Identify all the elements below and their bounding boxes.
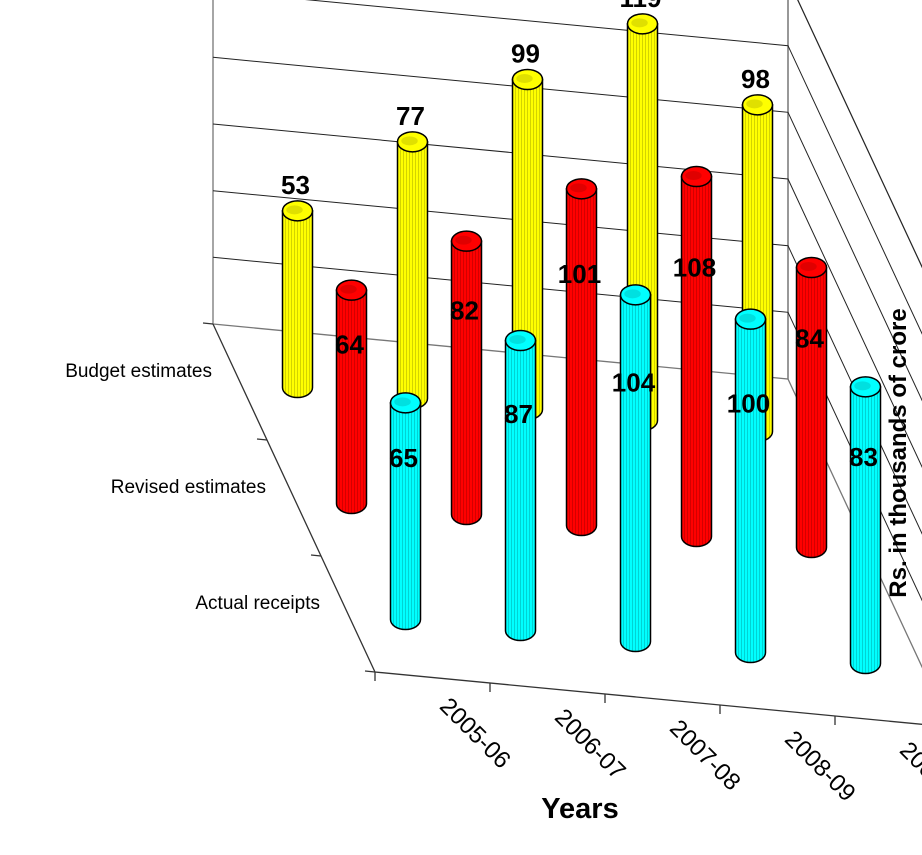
data-label: 83 (849, 442, 878, 472)
bar-top (389, 392, 422, 414)
gridline (212, 56, 922, 402)
bar-top-shading (854, 381, 871, 391)
bar-top-shading (800, 262, 817, 271)
data-label: 108 (673, 253, 716, 283)
data-label: 87 (504, 399, 533, 429)
bar-top-shading (340, 284, 357, 294)
bar-body (795, 266, 828, 559)
bar-body (335, 289, 368, 515)
data-label: 100 (727, 389, 770, 419)
y-axis-title: Rs. in thousands of crore (885, 308, 912, 597)
data-labels: 53 77 99 119 98 64 82 101 108 84 65 87 104 100 83 (281, 0, 878, 473)
bar-top (734, 308, 767, 330)
bar-top (281, 200, 314, 222)
bar (396, 131, 429, 410)
data-label: 119 (620, 0, 662, 13)
data-label: 64 (335, 330, 364, 360)
bar-body (734, 318, 767, 664)
bar-top-shading (394, 397, 411, 407)
bar-top-shading (286, 205, 303, 215)
series-tick-mark (202, 322, 214, 325)
bar-top-shading (570, 183, 587, 193)
bar-top-shading (746, 99, 763, 109)
series-actual-receipts (389, 284, 882, 675)
bar-top (741, 94, 774, 116)
series-revised-estimates (335, 165, 828, 559)
bar (335, 279, 368, 515)
data-label: 98 (741, 64, 770, 94)
bar-body (565, 188, 598, 537)
bar-body (450, 240, 483, 526)
category-label: 2008-09 (779, 726, 860, 807)
category-label: 2009-10 (894, 737, 922, 818)
bar (450, 230, 483, 526)
x-axis-title: Years (541, 793, 618, 825)
bar-body (504, 339, 537, 642)
category-label: 2005-06 (434, 693, 515, 774)
bar-top (335, 279, 368, 301)
bar-top (849, 376, 882, 398)
bar-body (389, 402, 422, 631)
bar-top (396, 131, 429, 153)
data-label: 77 (396, 101, 425, 131)
bar-top (680, 165, 713, 188)
bar-top-shading (624, 289, 641, 299)
chart-floor (202, 322, 922, 725)
bar-top (504, 329, 537, 352)
series-label: Budget estimates (65, 361, 212, 382)
x-axis-tick-labels: 2005-06 2006-07 2007-08 2008-09 2009-10 (434, 693, 922, 818)
data-label: 84 (795, 324, 824, 354)
bar-top-shading (739, 313, 756, 323)
bar (281, 200, 314, 399)
data-label: 101 (558, 259, 601, 289)
bar-top-shading (509, 335, 526, 344)
data-label: 65 (389, 443, 418, 473)
bar-top (626, 13, 659, 35)
bar-body (849, 386, 882, 675)
bars: 53 77 99 119 98 64 82 101 108 84 65 87 104 100 83 (281, 0, 882, 675)
bar (504, 329, 537, 642)
series-labels: Budget estimates Revised estimates Actual … (65, 361, 320, 614)
data-label: 99 (511, 39, 540, 69)
bar-top (450, 230, 483, 252)
gridline (797, 0, 922, 269)
bar (680, 165, 713, 548)
bar-top-shading (455, 235, 472, 245)
bar-top-shading (685, 171, 702, 180)
data-label: 82 (450, 296, 479, 326)
category-label: 2006-07 (549, 704, 630, 785)
bar-top-shading (516, 74, 533, 83)
bar-body (619, 294, 652, 653)
bar-top-shading (401, 136, 418, 146)
bar-top (795, 256, 828, 279)
data-label: 53 (281, 170, 310, 200)
bar (619, 284, 652, 653)
bar-top (565, 178, 598, 200)
data-label: 104 (612, 368, 656, 398)
series-label: Revised estimates (111, 477, 266, 498)
series-tick-mark (310, 554, 322, 557)
category-label: 2007-08 (664, 715, 745, 796)
bar (849, 376, 882, 675)
bar-top (511, 68, 544, 91)
series-tick-mark (364, 670, 376, 673)
bar (565, 178, 598, 537)
bar-body (680, 175, 713, 548)
bar (734, 308, 767, 664)
bar-top (619, 284, 652, 306)
gridline (304, 0, 922, 335)
series-tick-mark (256, 438, 268, 441)
bar (795, 256, 828, 559)
series-label: Actual receipts (195, 593, 320, 614)
bar (389, 392, 422, 631)
bar-top-shading (631, 18, 648, 28)
bar-body (281, 210, 314, 399)
